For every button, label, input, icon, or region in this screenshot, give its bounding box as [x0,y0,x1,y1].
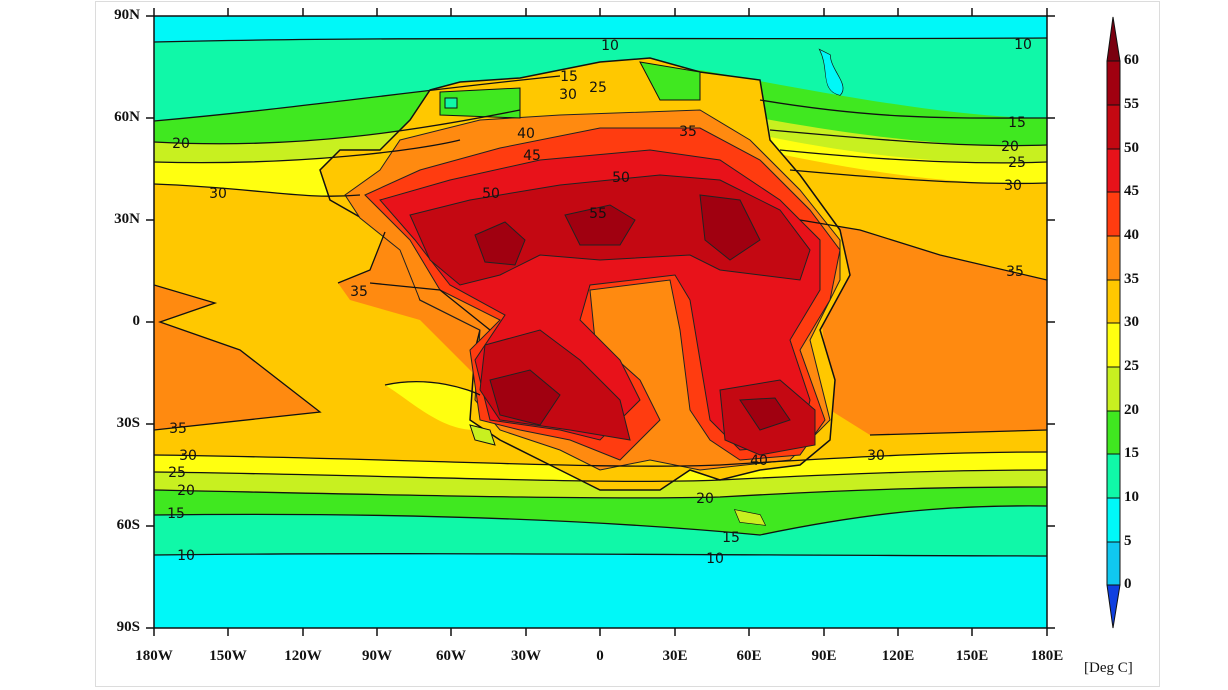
contour-label: 30 [867,448,885,464]
x-tick-120w: 120W [284,648,322,664]
x-tick-0: 0 [596,648,604,664]
units-label: [Deg C] [1084,660,1133,676]
contour-label: 10 [177,548,195,564]
contour-label: 15 [560,69,578,85]
y-tick-60n: 60N [114,109,140,125]
colorbar-label-15: 15 [1124,445,1139,461]
x-tick-30e: 30E [662,648,688,664]
contour-label: 25 [589,80,607,96]
contour-label: 20 [172,136,190,152]
x-tick-90w: 90W [362,648,392,664]
y-tick-90n: 90N [114,7,140,23]
colorbar-label-60: 60 [1124,52,1139,68]
colorbar [1106,16,1121,629]
colorbar-label-55: 55 [1124,96,1139,112]
x-tick-180e: 180E [1030,648,1064,664]
contour-label: 20 [1001,139,1019,155]
contour-label: 40 [517,126,535,142]
contour-label: 55 [589,206,607,222]
colorbar-label-40: 40 [1124,227,1139,243]
x-tick-150w: 150W [209,648,247,664]
contour-label: 10 [706,551,724,567]
axis-ticks [146,8,1055,636]
supercontinent [319,57,851,491]
contour-label: 50 [612,170,630,186]
small-features [469,50,843,525]
y-tick-60s: 60S [116,517,140,533]
colorbar-label-5: 5 [1124,533,1132,549]
contour-label: 40 [750,453,768,469]
contour-label: 10 [601,38,619,54]
y-tick-30s: 30S [116,415,140,431]
contour-label: 10 [1014,37,1032,53]
x-tick-180w: 180W [135,648,173,664]
x-tick-120e: 120E [881,648,915,664]
colorbar-label-50: 50 [1124,140,1139,156]
colorbar-label-10: 10 [1124,489,1139,505]
x-tick-30w: 30W [511,648,541,664]
contour-label: 25 [1008,155,1026,171]
contour-label: 35 [169,421,187,437]
colorbar-label-0: 0 [1124,576,1132,592]
x-tick-60e: 60E [736,648,762,664]
figure-frame [95,1,1160,687]
y-tick-90s: 90S [116,619,140,635]
colorbar-label-30: 30 [1124,314,1139,330]
contour-label: 15 [1008,115,1026,131]
x-tick-150e: 150E [955,648,989,664]
contour-label: 15 [167,506,185,522]
y-tick-0: 0 [132,313,141,329]
colorbar-label-45: 45 [1124,183,1139,199]
contour-label: 30 [209,186,227,202]
contour-label: 20 [177,483,195,499]
x-tick-90e: 90E [811,648,837,664]
contour-label: 35 [350,284,368,300]
contour-label: 45 [523,148,541,164]
contour-label: 20 [696,491,714,507]
x-tick-60w: 60W [436,648,466,664]
contour-label: 15 [722,530,740,546]
colorbar-label-25: 25 [1124,358,1139,374]
contour-label: 50 [482,186,500,202]
contour-label: 25 [168,465,186,481]
contour-label: 30 [1004,178,1022,194]
colorbar-label-20: 20 [1124,402,1139,418]
y-tick-30n: 30N [114,211,140,227]
contour-label: 35 [679,124,697,140]
contour-label: 30 [559,87,577,103]
contour-label: 30 [179,448,197,464]
contour-lines [154,37,1047,557]
colorbar-label-35: 35 [1124,271,1139,287]
contour-label: 35 [1006,264,1024,280]
